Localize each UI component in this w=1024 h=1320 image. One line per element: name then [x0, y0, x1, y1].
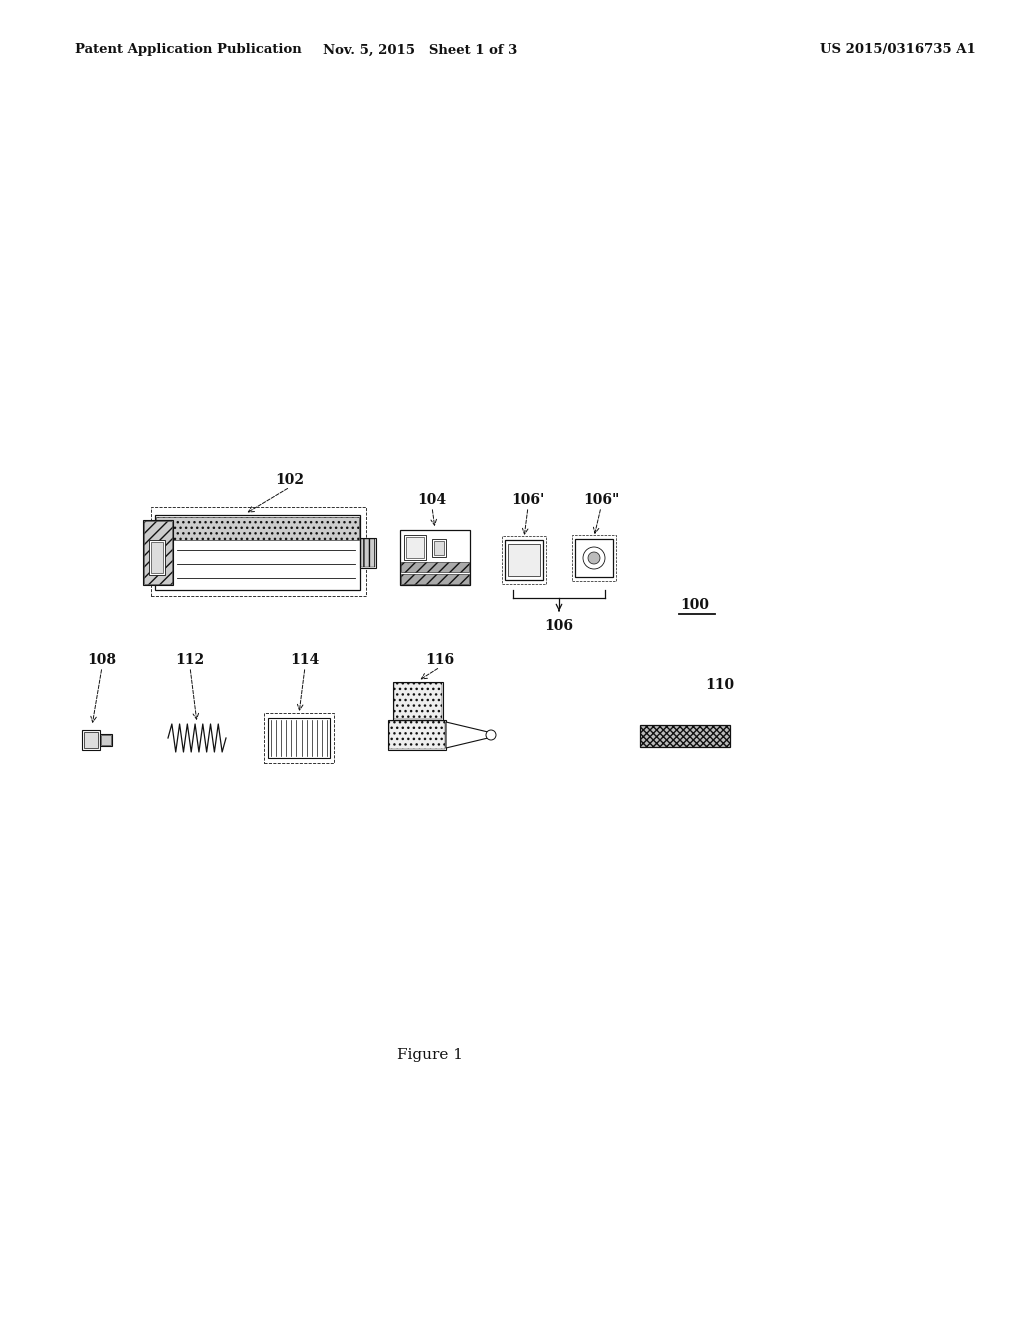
Text: 108: 108 — [87, 653, 117, 667]
Text: Figure 1: Figure 1 — [397, 1048, 463, 1063]
Bar — [143, 520, 173, 585]
Bar — [389, 721, 445, 748]
Text: 112: 112 — [175, 653, 205, 667]
Bar — [151, 543, 163, 573]
Bar — [404, 535, 426, 560]
Bar — [361, 539, 375, 568]
Bar — [505, 540, 543, 579]
Bar — [401, 574, 469, 583]
Text: 114: 114 — [291, 653, 319, 667]
Bar — [144, 521, 172, 583]
Bar — [432, 539, 446, 557]
Text: 106': 106' — [511, 492, 545, 507]
Bar — [155, 515, 360, 590]
Text: Nov. 5, 2015   Sheet 1 of 3: Nov. 5, 2015 Sheet 1 of 3 — [323, 44, 517, 57]
Circle shape — [588, 552, 600, 564]
Bar — [640, 725, 730, 747]
Bar — [434, 541, 444, 554]
Text: 116: 116 — [425, 653, 455, 667]
Bar — [360, 539, 376, 568]
Circle shape — [486, 730, 496, 741]
Bar — [84, 733, 98, 748]
Bar — [82, 730, 100, 750]
Text: 106": 106" — [583, 492, 620, 507]
Bar — [394, 682, 442, 719]
Bar — [151, 507, 366, 597]
Bar — [388, 719, 446, 750]
Bar — [101, 735, 111, 744]
Bar — [508, 544, 540, 576]
Text: Patent Application Publication: Patent Application Publication — [75, 44, 302, 57]
Text: US 2015/0316735 A1: US 2015/0316735 A1 — [820, 44, 976, 57]
Bar — [393, 682, 443, 719]
Polygon shape — [446, 722, 488, 748]
Bar — [268, 718, 330, 758]
Bar — [502, 536, 546, 583]
Bar — [264, 713, 334, 763]
Circle shape — [583, 546, 605, 569]
Bar — [572, 535, 616, 581]
Bar — [401, 562, 469, 572]
Text: 106: 106 — [545, 619, 573, 634]
Bar — [150, 540, 165, 576]
Text: 102: 102 — [275, 473, 304, 487]
Bar — [575, 539, 613, 577]
Bar — [406, 537, 424, 558]
Text: 104: 104 — [418, 492, 446, 507]
Text: 100: 100 — [681, 598, 710, 612]
Bar — [156, 517, 359, 540]
Bar — [400, 531, 470, 585]
Text: 110: 110 — [706, 678, 734, 692]
Bar — [100, 734, 112, 746]
